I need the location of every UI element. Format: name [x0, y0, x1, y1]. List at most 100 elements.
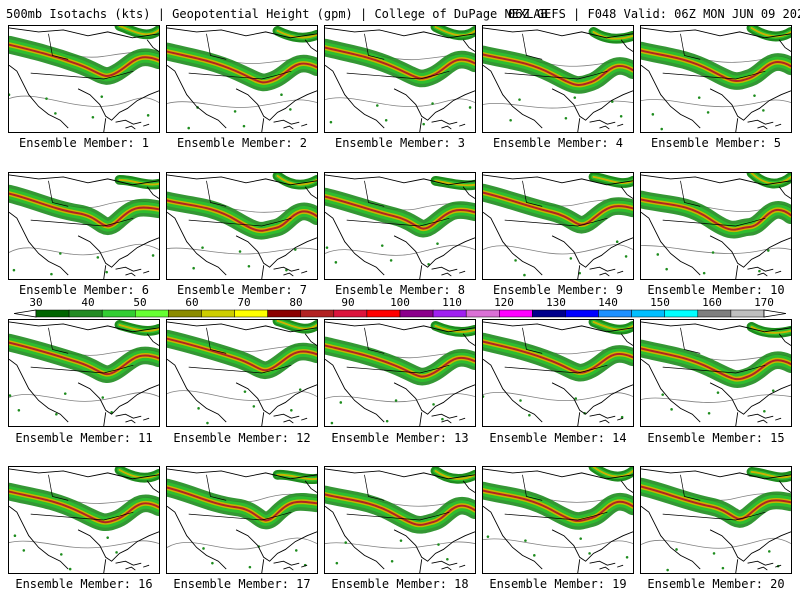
isotach-speckle	[524, 539, 527, 542]
colorbar-swatch	[135, 309, 169, 318]
isotach-speckle	[721, 566, 725, 570]
isotach-speckle	[238, 250, 242, 253]
isotach-speckle	[707, 411, 711, 415]
isotach-speckle	[22, 549, 26, 552]
ensemble-map-panel	[482, 25, 634, 133]
isotach-speckle	[711, 251, 715, 254]
isotach-speckle	[202, 547, 205, 550]
colorbar-swatch	[465, 309, 500, 318]
isotach-speckle	[197, 407, 200, 410]
map-header: 500mb Isotachs (kts) | Geopotential Heig…	[6, 6, 800, 22]
colorbar-tick-label: 100	[390, 296, 410, 309]
member-caption: Ensemble Member: 1	[18, 136, 150, 150]
colorbar-swatch	[366, 309, 401, 318]
member-caption: Ensemble Member: 4	[492, 136, 624, 150]
isotach-speckle	[666, 568, 669, 572]
coastline	[641, 174, 791, 279]
isotach-speckle	[55, 412, 58, 416]
isotach-speckle	[436, 242, 439, 245]
state-border	[188, 180, 292, 227]
caribbean-islands	[283, 564, 308, 571]
isotach-speckle	[615, 240, 619, 243]
isotach-speckle	[767, 249, 770, 252]
isotach-speckle	[670, 408, 673, 411]
ensemble-map-panel	[640, 466, 792, 574]
caribbean-islands	[757, 564, 782, 571]
state-border	[662, 180, 766, 227]
caribbean-islands	[283, 417, 308, 424]
isotach-speckle	[68, 567, 72, 571]
ensemble-map-panel	[166, 466, 318, 574]
isotach-speckle	[285, 268, 288, 272]
isotach-streak	[276, 29, 317, 39]
member-caption: Ensemble Member: 17	[173, 577, 311, 591]
colorbar-tick-label: 70	[237, 296, 251, 309]
colorbar-tick-label: 30	[29, 296, 43, 309]
coastline	[483, 27, 633, 132]
coastline	[483, 468, 633, 573]
isotach-speckle	[427, 263, 430, 266]
isotach-speckle	[523, 273, 526, 277]
isotach-streak	[592, 320, 633, 331]
jet-core	[641, 49, 791, 83]
colorbar-swatch	[101, 309, 136, 318]
member-caption: Ensemble Member: 7	[176, 283, 308, 297]
member-caption: Ensemble Member: 15	[647, 431, 785, 445]
state-border	[662, 33, 766, 80]
coastline	[641, 27, 791, 132]
isotach-streak	[434, 469, 475, 480]
isotach-speckle	[201, 246, 204, 249]
isotach-speckle	[574, 397, 578, 400]
isotach-speckle	[105, 270, 108, 274]
isotach-speckle	[509, 118, 512, 122]
isotach-streak	[750, 325, 791, 334]
coastline	[9, 468, 159, 573]
colorbar-tick-label: 60	[185, 296, 199, 309]
member-map	[167, 26, 317, 132]
isotach-speckle	[294, 248, 297, 251]
ensemble-map-panel	[640, 25, 792, 133]
coastline	[483, 321, 633, 426]
member-map	[641, 173, 791, 279]
isotach-speckle	[768, 550, 771, 553]
isotach-speckle	[243, 390, 247, 393]
colorbar-tick-label: 140	[598, 296, 618, 309]
isotach-speckle	[706, 111, 710, 114]
isotach-streak	[434, 26, 475, 37]
caribbean-islands	[283, 270, 308, 277]
caribbean-islands	[599, 417, 624, 424]
member-caption: Ensemble Member: 3	[334, 136, 466, 150]
isotach-speckle	[325, 246, 329, 249]
isotach-streak	[750, 26, 791, 38]
isotach-speckle	[45, 97, 48, 100]
coastline	[167, 321, 317, 426]
jet-core	[167, 337, 317, 372]
isotach-speckle	[697, 96, 701, 99]
jet-core	[325, 344, 475, 378]
member-caption: Ensemble Member: 16	[15, 577, 153, 591]
isotach-speckle	[330, 421, 334, 425]
isotach-speckle	[9, 93, 11, 96]
colorbar-swatch	[697, 309, 732, 318]
colorbar-legend: 30 40 50 60 70 80 90 100 110 120 130 140 150 160 170	[13, 296, 787, 320]
member-map	[483, 467, 633, 573]
state-border	[30, 180, 134, 227]
ensemble-map-panel	[8, 172, 160, 280]
member-caption: Ensemble Member: 10	[647, 283, 785, 297]
isotach-speckle	[431, 102, 434, 105]
caribbean-islands	[441, 270, 466, 277]
jet-core	[483, 53, 633, 86]
state-border	[346, 327, 450, 374]
isotach-streak	[118, 178, 159, 186]
jet-core	[9, 43, 159, 77]
isotach-speckle	[656, 253, 660, 256]
colorbar-swatch	[234, 309, 268, 318]
colorbar-swatch	[499, 309, 533, 318]
colorbar-swatch	[664, 309, 699, 318]
caribbean-islands	[599, 564, 624, 571]
colorbar-arrow-right	[763, 309, 787, 318]
ensemble-map-panel	[482, 172, 634, 280]
member-caption: Ensemble Member: 19	[489, 577, 627, 591]
member-caption: Ensemble Member: 20	[647, 577, 785, 591]
member-map	[9, 467, 159, 573]
